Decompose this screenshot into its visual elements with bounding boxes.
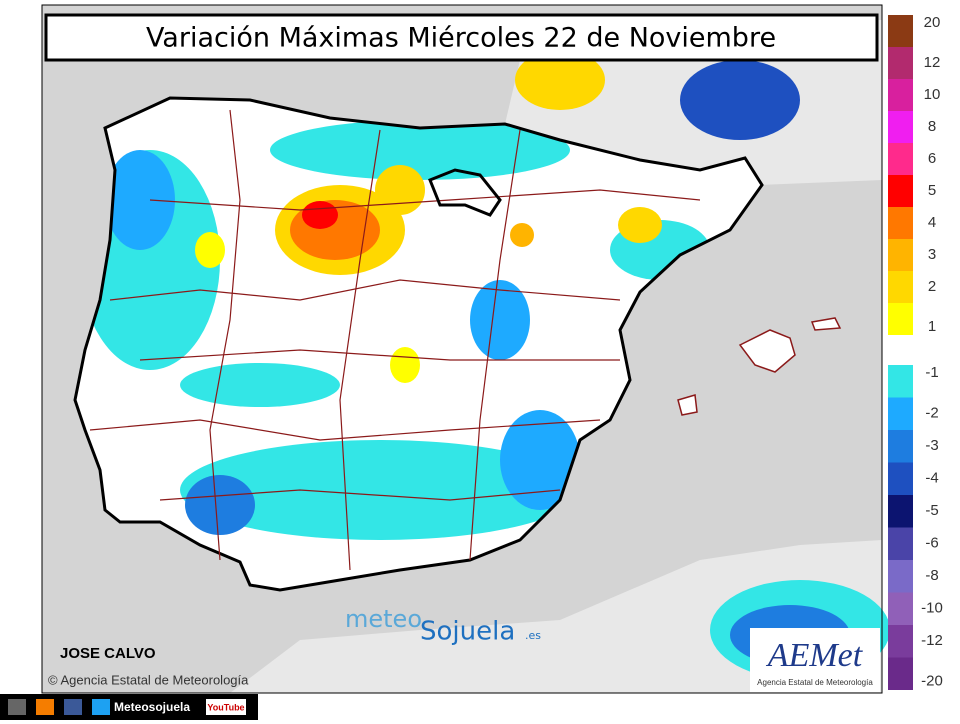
legend-label: -6 <box>925 535 938 552</box>
legend-swatch <box>888 625 913 658</box>
legend-label: -2 <box>925 405 938 422</box>
blogger-icon[interactable] <box>36 699 54 715</box>
legend-swatch <box>888 527 913 560</box>
border-line <box>139 349 620 361</box>
legend-label: 2 <box>928 278 936 295</box>
border-line <box>109 279 621 301</box>
map-frame <box>41 4 883 694</box>
legend-label: 1 <box>928 318 936 335</box>
title: Variación Máximas Miércoles 22 de Noviem… <box>146 23 776 54</box>
legend-label: 3 <box>928 246 936 263</box>
credit: © Agencia Estatal de Meteorología <box>48 672 249 687</box>
watermark-right: Sojuela <box>420 617 515 647</box>
france-anomaly <box>680 60 800 140</box>
watermark-suffix: .es <box>525 629 541 642</box>
border-line <box>89 419 601 441</box>
legend-swatch <box>888 365 913 398</box>
legend-label: 10 <box>924 86 941 103</box>
legend-swatch <box>888 47 913 79</box>
legend-label: 5 <box>928 182 936 199</box>
author: JOSE CALVO <box>60 645 156 662</box>
anomaly-area <box>500 410 580 510</box>
legend: 20 12 10 8 6 5 4 3 2 1 -1 -2 -3 -4 -5 -6 -8 -10 -12 -20 <box>888 14 943 690</box>
legend-label: -4 <box>925 470 938 487</box>
legend-label: 12 <box>924 54 941 71</box>
legend-swatch <box>888 462 913 495</box>
legend-label: -12 <box>921 632 943 649</box>
legend-swatch <box>888 207 913 239</box>
legend-label: 6 <box>928 150 936 167</box>
legend-label: -10 <box>921 600 943 617</box>
anomaly-area <box>470 280 530 360</box>
iberia-border <box>73 96 764 592</box>
anomaly-area <box>390 347 420 383</box>
aemet-subtitle: Agencia Estatal de Meteorología <box>757 678 873 687</box>
legend-swatch <box>888 175 913 207</box>
legend-swatch <box>888 657 913 690</box>
legend-swatch <box>888 397 913 430</box>
facebook-icon[interactable] <box>64 699 82 715</box>
france-anomaly <box>515 50 605 110</box>
anomaly-area <box>510 223 534 247</box>
legend-swatch <box>888 15 913 47</box>
aemet-logo: AEMet <box>766 637 864 674</box>
footer-label[interactable]: Meteosojuela <box>114 700 190 714</box>
legend-label: -20 <box>921 673 943 690</box>
anomaly-area <box>180 363 340 407</box>
border-line <box>149 189 701 211</box>
anomaly-area <box>180 440 580 540</box>
legend-swatch <box>888 495 913 528</box>
africa <box>230 540 882 693</box>
border-line <box>209 109 241 561</box>
anomaly-area <box>618 207 662 243</box>
legend-label: -8 <box>925 567 938 584</box>
border-line <box>339 129 381 571</box>
legend-swatch <box>888 79 913 111</box>
anomaly-area <box>195 232 225 268</box>
border-line <box>159 489 561 501</box>
watermark-left: meteo <box>345 605 422 633</box>
youtube-label[interactable]: YouTube <box>207 702 244 712</box>
anomaly-area <box>375 165 425 215</box>
legend-swatch <box>888 430 913 463</box>
legend-label: 20 <box>924 14 941 31</box>
border-line <box>469 129 521 561</box>
legend-label: -5 <box>925 502 938 519</box>
ibiza <box>677 394 698 416</box>
legend-swatch <box>888 592 913 625</box>
legend-swatch <box>888 239 913 271</box>
menorca <box>810 317 842 331</box>
legend-swatch <box>888 271 913 303</box>
mallorca <box>738 329 796 373</box>
twitter-icon[interactable] <box>92 699 110 715</box>
anomaly-area <box>270 120 570 180</box>
legend-label: 4 <box>928 214 936 231</box>
youtube-badge[interactable] <box>206 699 246 715</box>
aemet-logo-box <box>750 628 880 692</box>
title-box <box>44 13 879 62</box>
legend-label: 8 <box>928 118 936 135</box>
legend-swatch <box>888 303 913 335</box>
la-rioja <box>428 168 502 217</box>
instagram-icon[interactable] <box>8 699 26 715</box>
province-borders <box>89 109 701 571</box>
legend-label: -3 <box>925 437 938 454</box>
balearic-islands <box>677 317 842 416</box>
legend-swatch <box>888 560 913 593</box>
legend-label: -1 <box>925 364 938 381</box>
anomaly-area <box>302 201 338 229</box>
anomaly-area <box>185 475 255 535</box>
legend-swatch <box>888 143 913 175</box>
legend-swatch <box>888 111 913 143</box>
anomaly-area <box>105 150 175 250</box>
